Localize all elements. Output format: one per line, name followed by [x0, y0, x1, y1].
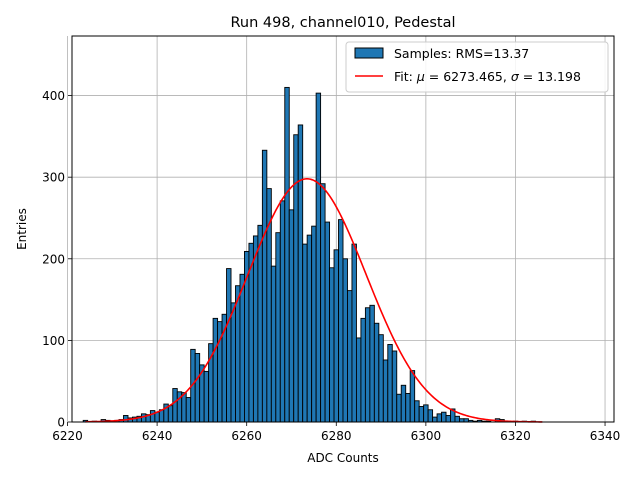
histogram-bar	[297, 124, 304, 423]
histogram-bar	[203, 370, 210, 423]
histogram-bar	[194, 353, 201, 423]
histogram-bar	[167, 405, 174, 423]
histogram-bar	[351, 243, 357, 423]
x-tick-label: 6260	[231, 429, 262, 443]
histogram-bar	[212, 317, 219, 423]
histogram-bar	[239, 273, 245, 423]
y-tick-label: 0	[57, 416, 65, 430]
histogram-bar	[432, 416, 438, 423]
histogram-bar	[333, 249, 339, 423]
histogram-bar	[373, 322, 380, 423]
histogram-bar	[293, 134, 299, 423]
histogram-bar	[320, 183, 326, 423]
histogram-bar	[235, 285, 241, 423]
histogram-bar	[382, 359, 389, 423]
histogram-bar	[275, 232, 281, 423]
histogram-bar	[315, 92, 322, 423]
legend-box	[345, 41, 609, 93]
x-tick-label: 6280	[321, 429, 352, 443]
histogram-bar	[391, 350, 398, 423]
histogram-bar	[123, 415, 129, 423]
chart-title: Run 498, channel010, Pedestal	[230, 15, 455, 31]
histogram-bar	[454, 415, 460, 423]
histogram-bar	[338, 219, 344, 423]
fit-mu-symbol: μ	[416, 69, 425, 84]
histogram-bar	[427, 409, 434, 423]
histogram-bar	[288, 209, 295, 423]
histogram-bar	[387, 344, 393, 423]
histogram-bar	[324, 221, 331, 423]
histogram-bar	[149, 410, 156, 423]
histogram-bar	[140, 413, 147, 423]
histogram-bar	[378, 334, 384, 423]
axis-ticks: 6220 6240 6260 6280 6300 6320 6340 0 100 200 300 40…	[42, 89, 620, 443]
y-tick-label: 400	[42, 89, 65, 103]
histogram-bar	[302, 243, 308, 423]
histogram-bar	[445, 415, 451, 423]
histogram-bar	[369, 304, 375, 423]
y-tick-label: 100	[42, 334, 65, 348]
histogram-bar	[355, 337, 362, 423]
histogram-bar	[360, 317, 366, 423]
fit-mu-value: = 6273.465,	[425, 69, 511, 84]
histogram-bar	[400, 384, 407, 423]
fit-sigma-symbol: σ	[511, 69, 520, 84]
histogram-bar	[347, 290, 353, 423]
histogram-bar	[405, 392, 411, 423]
fit-sigma-value: = 13.198	[519, 69, 581, 84]
histogram-bar	[414, 400, 420, 423]
histogram-bar	[226, 268, 232, 423]
histogram-bar	[270, 265, 277, 423]
y-tick-label: 200	[42, 252, 65, 266]
fit-label-prefix: Fit:	[394, 69, 417, 84]
x-axis-label: ADC Counts	[307, 451, 379, 465]
histogram-bar	[252, 235, 259, 423]
fit-curve	[85, 178, 543, 423]
histogram-bar	[423, 404, 429, 423]
histogram-bar	[185, 397, 192, 423]
plot-frame	[71, 35, 615, 423]
histogram-bar	[284, 86, 290, 423]
histogram-bar	[279, 200, 286, 423]
legend-fit-label: Fit: μ = 6273.465, σ = 13.198	[394, 69, 581, 84]
x-tick-label: 6300	[411, 429, 442, 443]
histogram-bar	[257, 224, 263, 423]
y-axis-label: Entries	[15, 208, 29, 250]
histogram-bars	[82, 86, 537, 423]
histogram-bar	[329, 267, 335, 423]
histogram-bar	[436, 413, 442, 423]
histogram-bar	[311, 225, 317, 423]
histogram-bar	[261, 149, 268, 423]
x-tick-label: 6240	[142, 429, 173, 443]
x-tick-label: 6220	[52, 429, 83, 443]
histogram-bar	[306, 234, 313, 423]
y-tick-label: 300	[42, 171, 65, 185]
histogram-bar	[230, 302, 236, 423]
x-tick-label: 6320	[500, 429, 531, 443]
histogram-bar	[172, 388, 178, 423]
histogram-bar	[409, 370, 416, 423]
histogram-bar	[342, 258, 348, 423]
histogram-bar	[181, 392, 187, 423]
histogram-bar	[441, 411, 447, 423]
legend-samples-label: Samples: RMS=13.37	[394, 46, 529, 61]
x-tick-label: 6340	[590, 429, 621, 443]
legend: Samples: RMS=13.37 Fit: μ = 6273.465, σ …	[345, 41, 609, 93]
histogram-bar	[364, 307, 371, 423]
histogram-bar	[396, 393, 402, 423]
histogram-bar	[418, 406, 425, 423]
legend-bar-swatch	[354, 47, 384, 59]
